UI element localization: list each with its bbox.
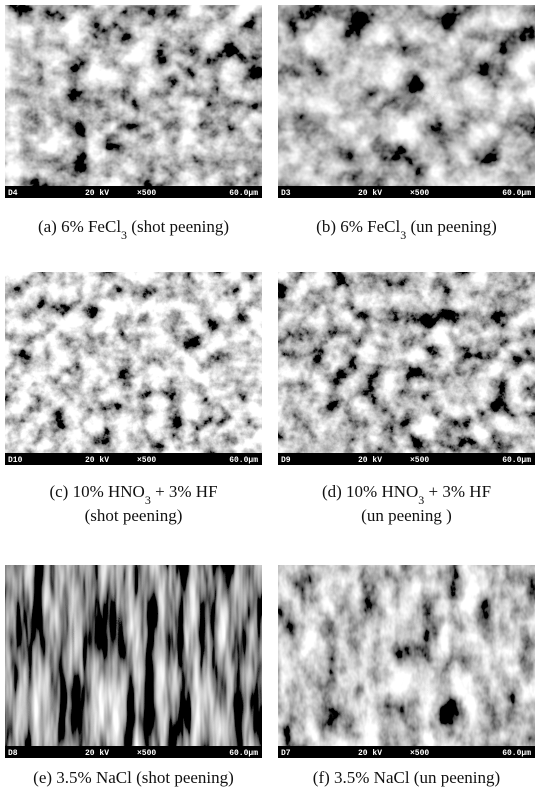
page: D4 20 kV ×500 60.0µm (a) 6% FeCl3 (shot peen…	[0, 0, 535, 801]
caption-text: (un peening)	[406, 217, 497, 236]
image-info-bar	[278, 453, 535, 465]
caption-text: (b) 6% FeCl	[316, 217, 400, 236]
scale: 60.0µm	[229, 189, 258, 198]
voltage: 20 kV	[358, 189, 382, 198]
sem-image	[278, 5, 535, 198]
voltage: 20 kV	[85, 189, 109, 198]
caption: (shot peening)	[85, 506, 183, 525]
panel: D9 20 kV ×500 60.0µm (d) 10% HNO3 + 3% HF(un…	[278, 272, 535, 525]
panel: D7 20 kV ×500 60.0µm (f) 3.5% NaCl (un peeni…	[278, 565, 535, 787]
caption: (un peening )	[361, 506, 452, 525]
sem-image	[278, 565, 535, 758]
sem-image	[5, 272, 262, 465]
sem-image	[5, 5, 262, 198]
magnification: ×500	[137, 189, 156, 198]
image-info-bar	[5, 186, 262, 198]
caption-text: + 3% HF	[151, 482, 218, 501]
caption: (c) 10% HNO3 + 3% HF	[49, 482, 217, 507]
caption: (d) 10% HNO3 + 3% HF	[322, 482, 491, 507]
caption-text: (e) 3.5% NaCl (shot peening)	[33, 768, 234, 787]
caption: (a) 6% FeCl3 (shot peening)	[38, 217, 229, 242]
caption-text: (un peening )	[361, 506, 452, 525]
voltage: 20 kV	[85, 456, 109, 465]
scale: 60.0µm	[229, 456, 258, 465]
caption-text: (shot peening)	[85, 506, 183, 525]
voltage: 20 kV	[358, 456, 382, 465]
specimen-id: D4	[8, 189, 18, 198]
caption-text: (f) 3.5% NaCl (un peening)	[313, 768, 500, 787]
scale: 60.0µm	[229, 749, 258, 758]
specimen-id: D9	[281, 456, 291, 465]
scale: 60.0µm	[502, 189, 531, 198]
caption-text: (a) 6% FeCl	[38, 217, 121, 236]
caption-text: (c) 10% HNO	[49, 482, 144, 501]
voltage: 20 kV	[85, 749, 109, 758]
caption-text: (d) 10% HNO	[322, 482, 418, 501]
magnification: ×500	[137, 749, 156, 758]
panel: D4 20 kV ×500 60.0µm (a) 6% FeCl3 (shot peen…	[5, 5, 262, 242]
magnification: ×500	[410, 749, 429, 758]
caption: (b) 6% FeCl3 (un peening)	[316, 217, 497, 242]
caption: (f) 3.5% NaCl (un peening)	[313, 768, 500, 787]
magnification: ×500	[137, 456, 156, 465]
image-info-bar	[278, 746, 535, 758]
caption: (e) 3.5% NaCl (shot peening)	[33, 768, 234, 787]
specimen-id: D7	[281, 749, 291, 758]
specimen-id: D8	[8, 749, 18, 758]
caption-text: + 3% HF	[424, 482, 491, 501]
sem-image	[278, 272, 535, 465]
sem-image	[5, 565, 262, 758]
image-info-bar	[278, 186, 535, 198]
specimen-id: D3	[281, 189, 291, 198]
specimen-id: D10	[8, 456, 23, 465]
caption-text: (shot peening)	[127, 217, 229, 236]
panel: D8 20 kV ×500 60.0µm (e) 3.5% NaCl (shot pee…	[5, 565, 262, 787]
panel: D3 20 kV ×500 60.0µm (b) 6% FeCl3 (un peenin…	[278, 5, 535, 242]
figure: D4 20 kV ×500 60.0µm (a) 6% FeCl3 (shot peen…	[0, 0, 535, 801]
voltage: 20 kV	[358, 749, 382, 758]
image-info-bar	[5, 746, 262, 758]
scale: 60.0µm	[502, 749, 531, 758]
panel: D10 20 kV ×500 60.0µm (c) 10% HNO3 + 3% HF(s…	[5, 272, 262, 525]
magnification: ×500	[410, 456, 429, 465]
magnification: ×500	[410, 189, 429, 198]
scale: 60.0µm	[502, 456, 531, 465]
image-info-bar	[5, 453, 262, 465]
